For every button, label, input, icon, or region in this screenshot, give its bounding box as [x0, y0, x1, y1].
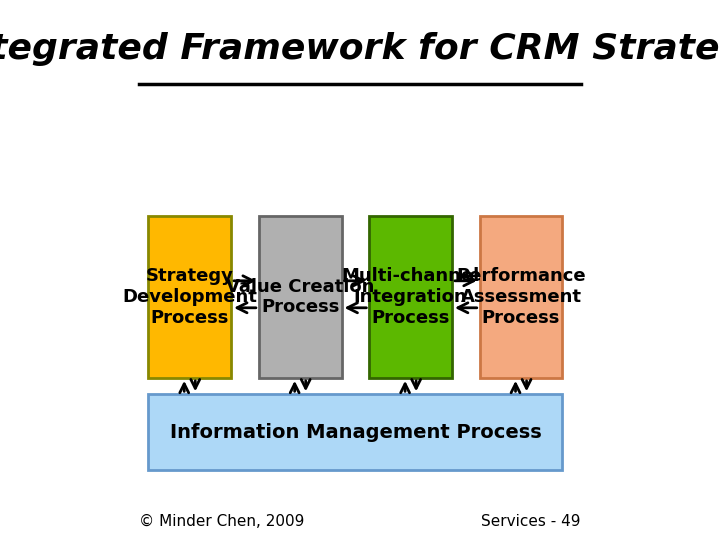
- Text: Value Creation
Process: Value Creation Process: [226, 278, 374, 316]
- Text: Strategy
Development
Process: Strategy Development Process: [122, 267, 257, 327]
- Text: Performance
Assessment
Process: Performance Assessment Process: [456, 267, 586, 327]
- FancyBboxPatch shape: [369, 216, 452, 378]
- FancyBboxPatch shape: [258, 216, 341, 378]
- Text: Services - 49: Services - 49: [482, 514, 581, 529]
- Text: Information Management Process: Information Management Process: [169, 422, 541, 442]
- FancyBboxPatch shape: [148, 394, 562, 470]
- Text: Integrated Framework for CRM Strategy: Integrated Framework for CRM Strategy: [0, 32, 720, 65]
- FancyBboxPatch shape: [480, 216, 562, 378]
- Text: Multi-channel
Integration
Process: Multi-channel Integration Process: [341, 267, 480, 327]
- Text: © Minder Chen, 2009: © Minder Chen, 2009: [139, 514, 305, 529]
- FancyBboxPatch shape: [148, 216, 231, 378]
